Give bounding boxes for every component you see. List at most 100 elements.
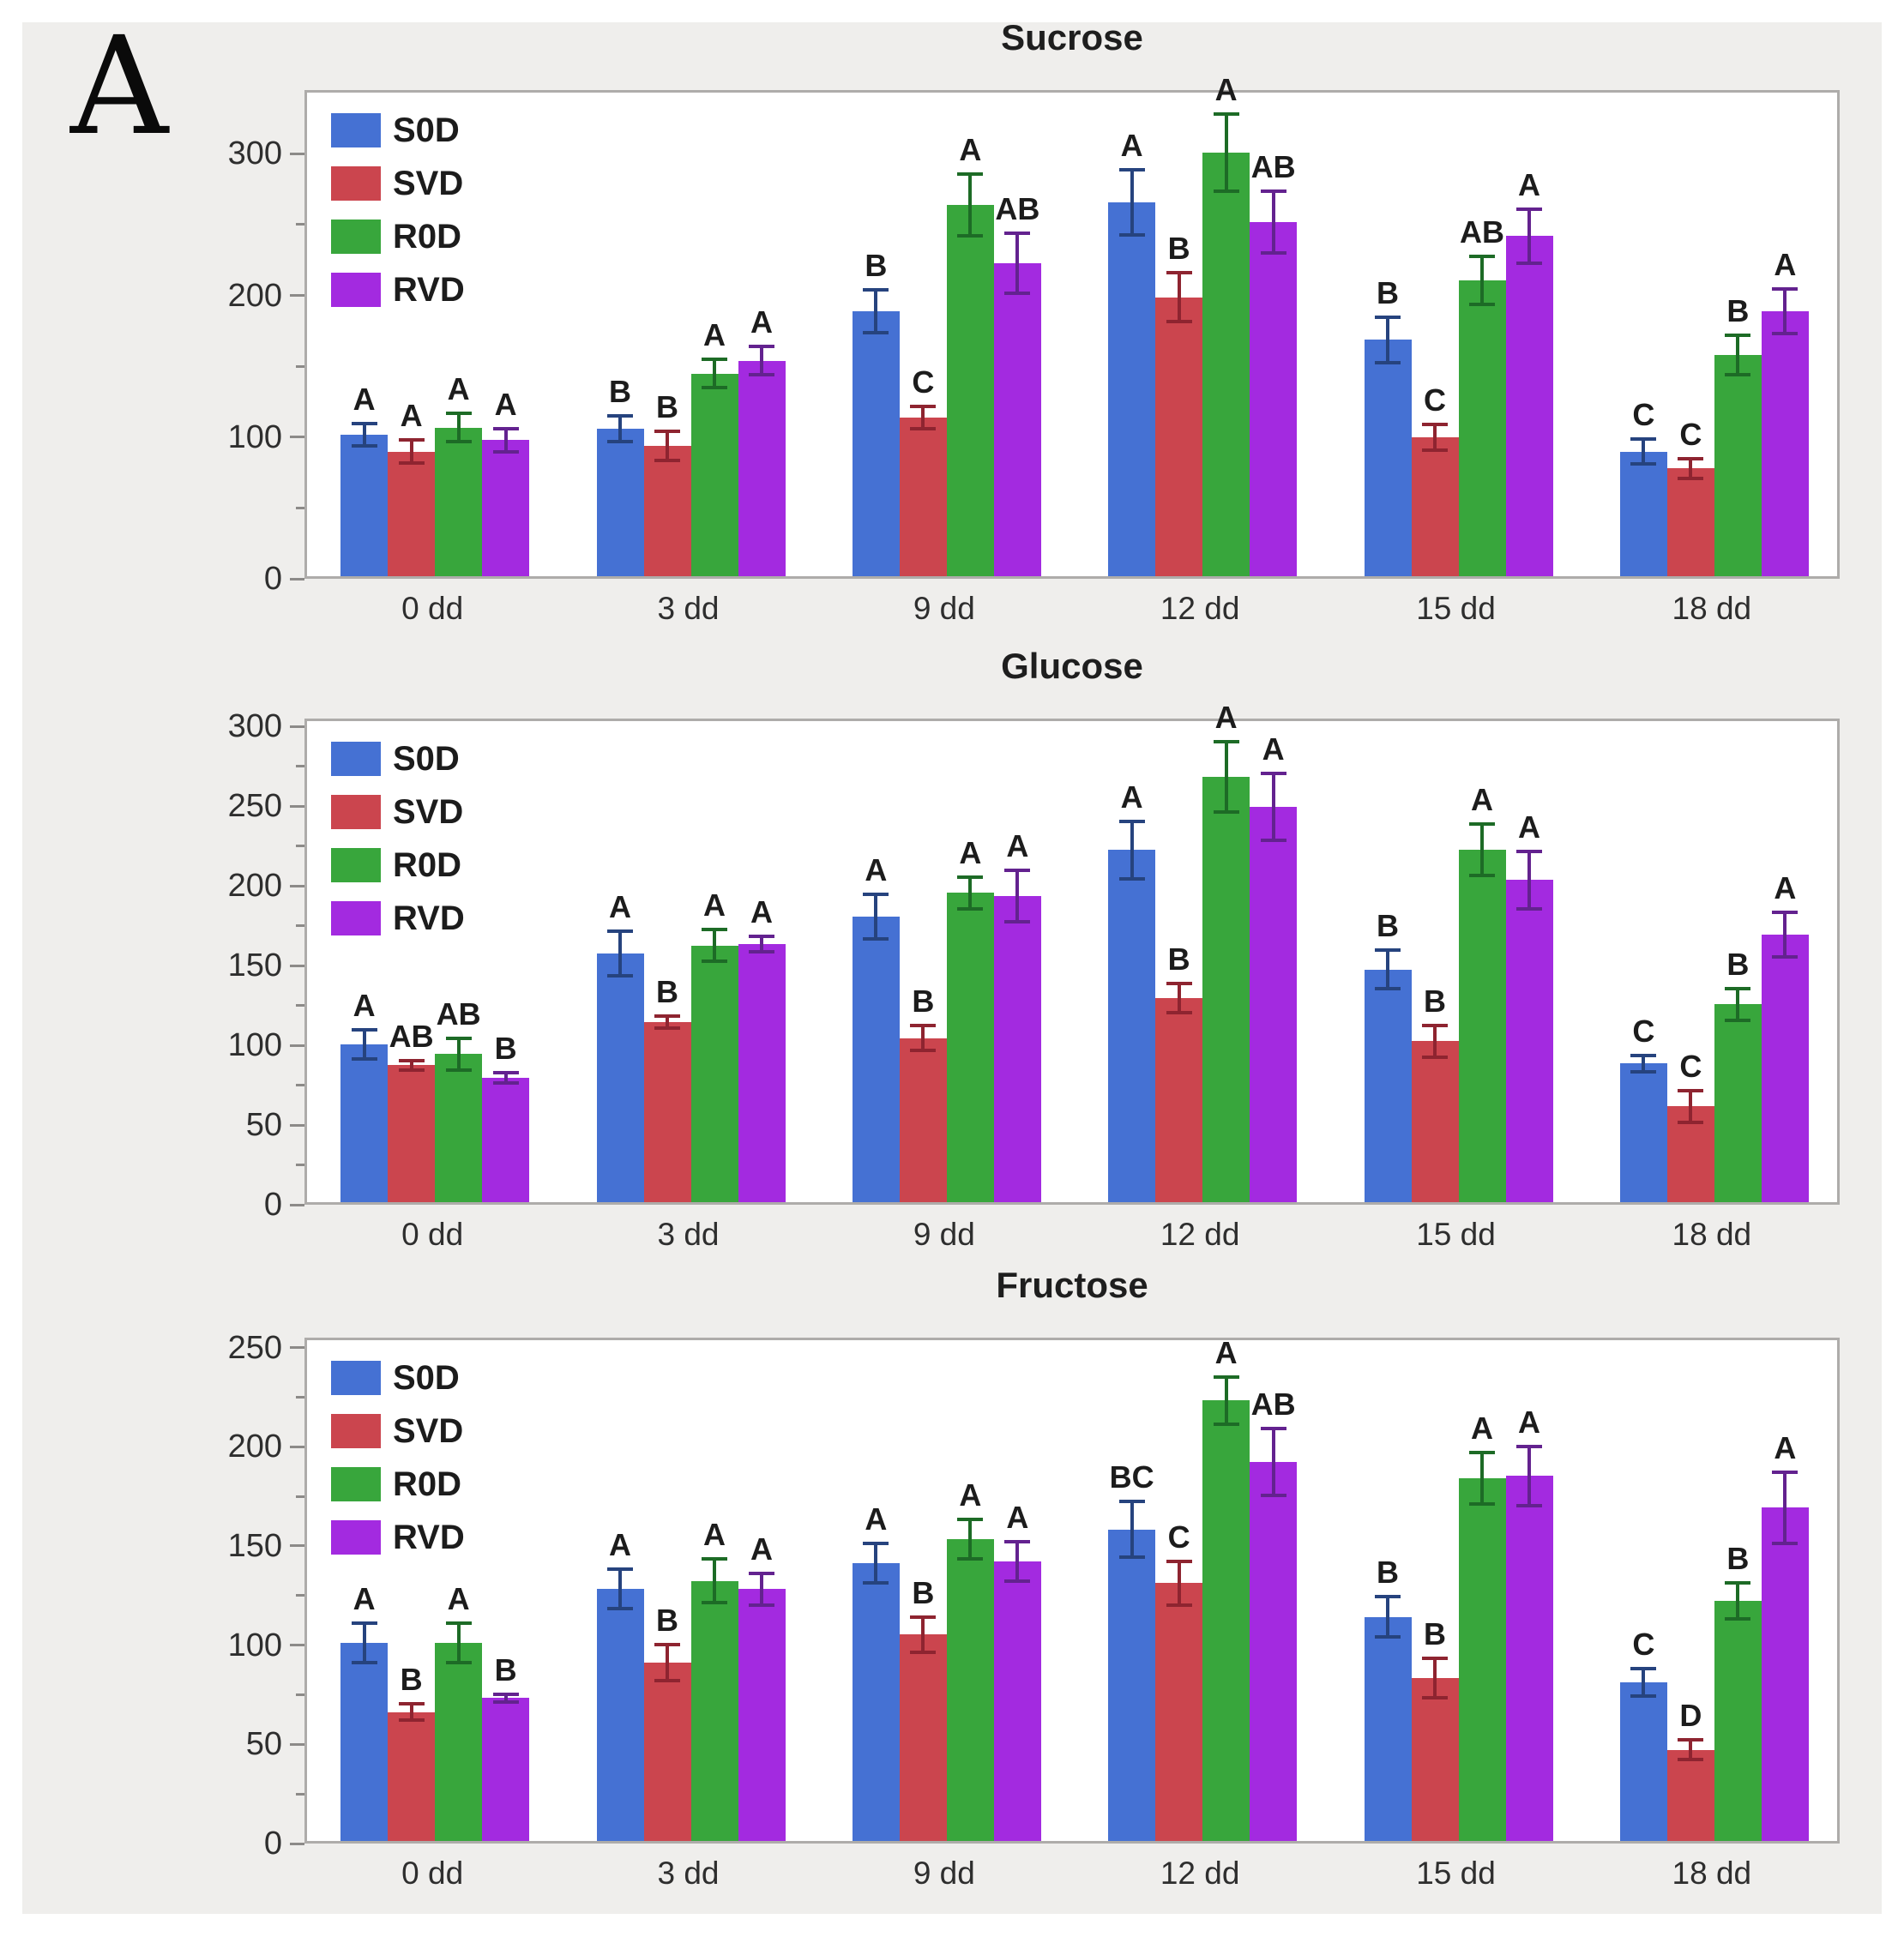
- significance-letter: A: [1120, 779, 1143, 815]
- error-bar-cap-top: [1469, 1450, 1495, 1454]
- bar-rvd-15dd: [1505, 1476, 1553, 1841]
- error-bar-cap-top: [1004, 1539, 1031, 1543]
- error-bar-cap-bottom: [1725, 1019, 1751, 1023]
- bar-rvd-3dd: [738, 360, 786, 576]
- significance-letter: A: [400, 398, 423, 434]
- significance-letter: A: [1471, 782, 1493, 818]
- error-bar-cap-top: [1260, 771, 1286, 775]
- error-bar-cap-bottom: [1422, 1696, 1448, 1700]
- error-bar-cap-bottom: [1213, 809, 1239, 814]
- error-bar-cap-top: [1213, 1375, 1239, 1379]
- bar-r0d-12dd: [1202, 1400, 1250, 1841]
- error-bar-cap-top: [749, 1571, 774, 1575]
- x-axis-tick-label: 18 dd: [1672, 1217, 1752, 1252]
- error-bar-cap-top: [1166, 1559, 1192, 1563]
- error-bar-cap-top: [910, 404, 937, 408]
- significance-letter: C: [1632, 1626, 1655, 1662]
- error-bar-stem: [666, 431, 669, 460]
- error-bar-stem: [1177, 984, 1181, 1013]
- error-bar-cap-top: [1375, 315, 1401, 319]
- error-bar-stem: [1689, 1090, 1693, 1123]
- bar-rvd-0dd: [482, 1078, 530, 1202]
- legend-swatch-r0d: [331, 220, 381, 254]
- y-axis-tick-label: 200: [227, 277, 282, 314]
- bar-r0d-18dd: [1714, 1601, 1762, 1841]
- significance-letter: B: [1726, 1541, 1750, 1577]
- x-axis-tick-label: 15 dd: [1416, 1217, 1496, 1252]
- error-bar-cap-bottom: [445, 440, 472, 444]
- error-bar-cap-bottom: [1260, 251, 1286, 256]
- error-bar-cap-bottom: [957, 906, 984, 911]
- error-bar-stem: [666, 1644, 669, 1681]
- error-bar-cap-top: [1422, 1657, 1448, 1661]
- y-axis-major-tick: [290, 725, 304, 728]
- error-bar-stem: [618, 930, 622, 977]
- error-bar-stem: [666, 1015, 669, 1029]
- error-bar-cap-bottom: [702, 386, 727, 390]
- error-bar-stem: [1480, 824, 1484, 875]
- significance-letter: A: [609, 888, 631, 924]
- y-axis-tick-label: 250: [227, 1329, 282, 1366]
- y-axis-major-tick: [290, 1123, 304, 1127]
- y-axis-major-tick: [290, 1742, 304, 1746]
- significance-letter: BC: [1109, 1459, 1154, 1495]
- y-axis-major-tick: [290, 1842, 304, 1845]
- y-axis-minor-tick: [296, 1495, 304, 1498]
- error-bar-stem: [1433, 424, 1437, 450]
- y-axis-minor-tick: [296, 1004, 304, 1008]
- error-bar-stem: [456, 1622, 461, 1663]
- error-bar-stem: [1480, 1452, 1484, 1504]
- error-bar-cap-bottom: [863, 937, 889, 941]
- error-bar-cap-bottom: [910, 427, 937, 431]
- error-bar-stem: [1527, 851, 1531, 909]
- error-bar-cap-top: [398, 438, 425, 442]
- bar-s0d-15dd: [1364, 969, 1412, 1202]
- bar-s0d-0dd: [340, 1044, 389, 1202]
- error-bar-stem: [618, 416, 622, 442]
- bar-s0d-9dd: [852, 311, 900, 576]
- significance-letter: A: [750, 893, 773, 929]
- error-bar-cap-bottom: [1678, 477, 1704, 480]
- y-axis-major-tick: [290, 1346, 304, 1350]
- error-bar-cap-top: [1725, 986, 1751, 990]
- error-bar-cap-bottom: [1118, 876, 1145, 881]
- significance-letter: B: [912, 1574, 935, 1610]
- plot-area: S0D SVD R0D RVD A A A A B B A A B C A AB A B A AB B C AB A C C B A: [304, 75, 1840, 579]
- bar-r0d-9dd: [946, 205, 994, 576]
- error-bar-cap-top: [654, 1642, 680, 1646]
- error-bar-stem: [503, 1693, 508, 1703]
- error-bar-stem: [409, 1060, 413, 1070]
- legend-label: S0D: [393, 111, 460, 149]
- error-bar-cap-bottom: [1375, 360, 1401, 364]
- error-bar-stem: [1433, 1025, 1437, 1057]
- y-axis-minor-tick: [296, 364, 304, 368]
- y-axis-major-tick: [290, 884, 304, 887]
- bar-r0d-0dd: [435, 1054, 483, 1202]
- error-bar-stem: [1271, 190, 1275, 254]
- error-bar-stem: [921, 1025, 925, 1051]
- error-bar-stem: [362, 1622, 366, 1663]
- error-bar-cap-top: [351, 421, 377, 425]
- significance-letter: A: [703, 1517, 726, 1553]
- significance-letter: B: [1726, 946, 1750, 982]
- error-bar-cap-bottom: [1375, 986, 1401, 990]
- chart-title: Glucose: [1001, 646, 1143, 686]
- error-bar-cap-bottom: [957, 1557, 984, 1561]
- error-bar-cap-bottom: [1213, 189, 1239, 193]
- y-axis-tick-label: 100: [227, 1027, 282, 1064]
- chart-title: Sucrose: [1001, 17, 1143, 57]
- bar-rvd-18dd: [1761, 934, 1809, 1202]
- bar-r0d-3dd: [690, 373, 738, 576]
- significance-letter: A: [959, 834, 982, 870]
- bar-r0d-18dd: [1714, 1004, 1762, 1202]
- error-bar-cap-bottom: [654, 1678, 680, 1682]
- significance-letter: C: [1167, 1519, 1190, 1555]
- error-bar-cap-bottom: [702, 959, 727, 964]
- y-axis-tick-label: 100: [227, 418, 282, 455]
- significance-letter: A: [494, 387, 517, 423]
- legend-swatch-s0d: [331, 113, 381, 147]
- bar-s0d-18dd: [1619, 451, 1667, 576]
- x-axis-tick-label: 3 dd: [657, 1217, 720, 1252]
- significance-letter: A: [1120, 127, 1143, 163]
- error-bar-cap-top: [492, 1692, 519, 1696]
